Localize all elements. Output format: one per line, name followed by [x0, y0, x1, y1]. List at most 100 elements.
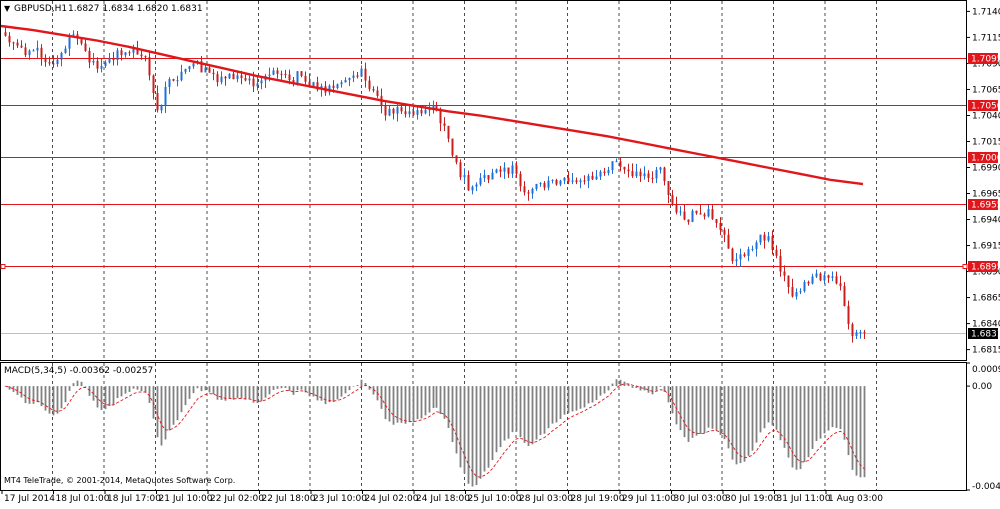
- candle-body: [703, 214, 706, 217]
- macd-bar: [176, 386, 179, 421]
- candle-body: [336, 84, 339, 89]
- line-handle[interactable]: [0, 264, 6, 269]
- candle: [495, 168, 498, 174]
- macd-bar: [196, 386, 199, 389]
- macd-bar: [719, 386, 722, 435]
- candle-body: [20, 45, 23, 48]
- candle: [659, 166, 662, 174]
- candle-body: [803, 281, 806, 292]
- macd-bar: [68, 386, 71, 391]
- candle-body: [104, 62, 107, 66]
- chart-menu-arrow-icon[interactable]: ▼: [4, 4, 11, 13]
- time-label: 28 Jul 19:00: [571, 494, 625, 504]
- candle: [599, 169, 602, 180]
- macd-bar: [44, 386, 47, 411]
- candle-body: [495, 169, 498, 173]
- macd-bar: [124, 386, 127, 394]
- candle: [607, 166, 610, 176]
- macd-bar: [503, 386, 506, 441]
- candle: [571, 173, 574, 185]
- candle-body: [639, 171, 642, 177]
- candle: [260, 76, 263, 90]
- macd-bar: [344, 386, 347, 394]
- candle: [312, 81, 315, 87]
- level-tag-label: 1.7095: [971, 55, 1000, 65]
- candle-body: [623, 166, 626, 170]
- price-tick-label: 1.6915: [972, 242, 1000, 252]
- candle-body: [412, 111, 415, 115]
- macd-bar: [487, 386, 490, 468]
- candle: [835, 271, 838, 285]
- price-axis[interactable]: 1.7140 1.7115 1.7090 1.7065 1.7040 1.7015 1.69…: [966, 7, 1000, 356]
- candle-body: [236, 75, 239, 80]
- macd-bar: [535, 386, 538, 440]
- candle: [755, 240, 758, 257]
- candle-body: [136, 48, 139, 55]
- macd-bar: [32, 386, 35, 404]
- candle-body: [743, 254, 746, 256]
- macd-bar: [551, 386, 554, 424]
- macd-bar: [372, 386, 375, 395]
- candle-body: [767, 236, 770, 241]
- candle: [184, 68, 187, 75]
- horizontal-levels[interactable]: [0, 58, 968, 334]
- macd-bar: [432, 386, 435, 409]
- line-handle[interactable]: [962, 264, 968, 269]
- candle-body: [727, 234, 730, 249]
- candle: [400, 104, 403, 114]
- candle-body: [116, 50, 119, 61]
- macd-bar: [192, 386, 195, 394]
- candle: [719, 217, 722, 236]
- candle-body: [599, 171, 602, 177]
- candle-body: [56, 59, 59, 65]
- macd-bar: [404, 386, 407, 424]
- candle: [148, 50, 151, 81]
- candle: [483, 169, 486, 182]
- candle: [336, 83, 339, 90]
- candle-body: [300, 71, 303, 76]
- candle: [691, 209, 694, 223]
- candle-body: [659, 167, 662, 170]
- macd-bar: [651, 386, 654, 395]
- candle: [128, 50, 131, 57]
- candle: [100, 58, 103, 73]
- level-tag: [968, 261, 998, 272]
- candle-body: [192, 63, 195, 67]
- macd-bar: [783, 386, 786, 448]
- candle: [280, 70, 283, 81]
- candle: [340, 80, 343, 88]
- macd-bar: [268, 386, 271, 395]
- candle: [823, 272, 826, 285]
- candle: [787, 275, 790, 294]
- candle-body: [332, 85, 335, 89]
- candle-body: [807, 281, 810, 284]
- macd-bar: [28, 386, 31, 404]
- candle: [108, 53, 111, 64]
- macd-bar: [252, 386, 255, 403]
- candle: [811, 273, 814, 285]
- macd-bar: [348, 386, 351, 391]
- candle-body: [503, 167, 506, 172]
- candle-body: [827, 275, 830, 278]
- candle: [779, 249, 782, 277]
- time-label: 28 Jul 03:00: [519, 494, 573, 504]
- macd-bar: [312, 386, 315, 397]
- macd-bar: [819, 386, 822, 439]
- candle-body: [695, 210, 698, 214]
- candle-body: [451, 138, 454, 156]
- candle: [855, 329, 858, 340]
- candle: [124, 52, 127, 58]
- candle: [783, 265, 786, 282]
- candle: [759, 234, 762, 246]
- macd-bar: [88, 386, 91, 396]
- macd-bar: [795, 386, 798, 470]
- macd-bar: [184, 386, 187, 406]
- candle: [747, 246, 750, 262]
- candle: [583, 175, 586, 185]
- candle-body: [44, 57, 47, 63]
- candle: [839, 275, 842, 291]
- candle: [28, 49, 31, 60]
